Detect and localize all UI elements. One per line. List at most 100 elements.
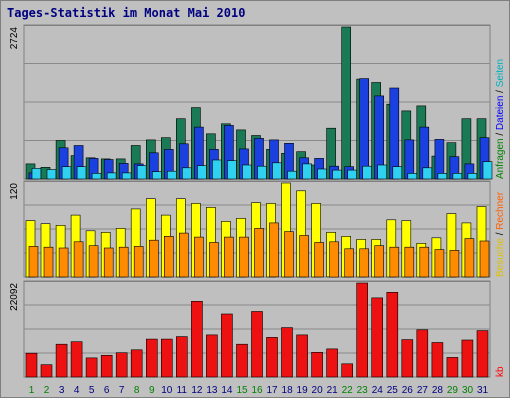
bar-rechner-day-15	[239, 236, 249, 278]
bar-rechner-day-25	[389, 246, 400, 278]
chart-title: Tages-Statistik im Monat Mai 2010	[7, 6, 246, 20]
bar-kb-day-2	[40, 364, 53, 378]
x-tick-label: 10	[161, 385, 173, 396]
bar-seiten-day-12	[197, 165, 207, 180]
y-max-label: 2724	[9, 27, 20, 50]
bar-rechner-day-31	[479, 240, 490, 278]
bar-rechner-day-24	[374, 245, 385, 278]
bar-kb-day-26	[401, 339, 414, 378]
series-legend-3: kb	[495, 366, 506, 377]
legend-separator: /	[495, 230, 506, 238]
bar-kb-day-21	[326, 348, 338, 378]
x-tick-label: 29	[447, 385, 459, 396]
bar-kb-day-19	[296, 334, 308, 378]
bar-rechner-day-27	[419, 246, 430, 278]
bar-seiten-day-16	[257, 165, 267, 180]
bar-rechner-day-29	[449, 250, 460, 278]
bar-anfragen-day-22	[341, 26, 352, 180]
bar-kb-day-15	[236, 343, 248, 378]
bar-kb-day-11	[176, 336, 188, 378]
bar-dateien-day-28	[434, 139, 445, 180]
bar-rechner-day-30	[464, 238, 475, 278]
bar-kb-day-22	[341, 363, 354, 378]
bar-rechner-day-12	[194, 236, 204, 278]
bar-seiten-day-25	[392, 166, 403, 180]
bar-kb-day-5	[85, 357, 98, 378]
x-tick-label: 26	[402, 385, 414, 396]
bar-seiten-day-9	[152, 171, 162, 180]
bar-rechner-day-9	[149, 239, 159, 278]
bar-kb-day-18	[281, 327, 293, 378]
x-tick-label: 3	[59, 385, 65, 396]
x-tick-label: 6	[104, 385, 110, 396]
bar-kb-day-4	[70, 341, 83, 378]
x-tick-label: 30	[462, 385, 474, 396]
bar-kb-day-28	[431, 342, 444, 378]
bar-rechner-day-1	[28, 246, 39, 278]
bar-kb-day-3	[55, 343, 68, 378]
bar-rechner-day-7	[118, 246, 129, 278]
x-tick-label: 18	[282, 385, 294, 396]
legend-kb: kb	[495, 366, 506, 377]
bar-kb-day-24	[371, 297, 384, 378]
x-tick-label: 5	[89, 385, 95, 396]
x-tick-label: 13	[206, 385, 218, 396]
x-tick-label: 16	[251, 385, 263, 396]
bar-rechner-day-2	[43, 246, 54, 278]
bar-seiten-day-31	[482, 161, 493, 180]
bar-kb-day-20	[311, 351, 323, 378]
bar-kb-day-12	[191, 300, 203, 378]
bar-seiten-day-8	[136, 165, 147, 180]
bar-kb-day-30	[461, 339, 474, 378]
legend-seiten: Seiten	[495, 59, 506, 87]
legend-separator: /	[495, 87, 506, 95]
bar-seiten-day-19	[302, 163, 312, 180]
x-tick-label: 28	[432, 385, 444, 396]
bar-kb-day-27	[416, 329, 429, 378]
x-tick-label: 17	[266, 385, 278, 396]
bar-seiten-day-4	[76, 166, 87, 180]
bar-dateien-day-25	[389, 87, 400, 180]
bar-seiten-day-23	[362, 165, 373, 180]
x-tick-label: 8	[134, 385, 140, 396]
x-tick-label: 24	[372, 385, 384, 396]
bar-seiten-day-21	[332, 169, 342, 180]
series-legend-1: Anfragen / Dateien / Seiten	[495, 59, 506, 179]
bar-dateien-day-23	[359, 78, 370, 180]
x-tick-label: 2	[44, 385, 50, 396]
bar-seiten-day-2	[46, 169, 57, 180]
legend-besuche: Besuche	[495, 238, 506, 277]
bar-kb-day-7	[115, 352, 128, 378]
legend-separator: /	[495, 130, 506, 138]
bar-rechner-day-6	[103, 247, 114, 278]
bar-rechner-day-10	[164, 236, 174, 278]
bar-seiten-day-28	[437, 173, 448, 180]
bar-rechner-day-3	[58, 247, 69, 278]
bar-kb-day-29	[446, 357, 459, 378]
legend-anfragen: Anfragen	[495, 138, 506, 179]
bar-rechner-day-23	[359, 248, 370, 278]
bar-rechner-day-17	[269, 222, 279, 278]
x-tick-label: 21	[327, 385, 339, 396]
bar-seiten-day-6	[106, 172, 117, 180]
bar-rechner-day-5	[88, 245, 99, 278]
bar-kb-day-31	[476, 330, 489, 378]
bar-rechner-day-26	[404, 246, 415, 278]
bar-rechner-day-13	[209, 242, 219, 278]
bar-kb-day-14	[221, 313, 233, 378]
x-tick-label: 20	[312, 385, 324, 396]
x-tick-label: 19	[297, 385, 309, 396]
bar-seiten-day-14	[227, 160, 237, 180]
bar-kb-day-17	[266, 337, 278, 378]
bar-rechner-day-16	[254, 228, 264, 278]
bar-rechner-day-8	[133, 246, 144, 278]
bar-seiten-day-13	[212, 159, 222, 180]
x-tick-label: 31	[477, 385, 489, 396]
x-tick-label: 27	[417, 385, 429, 396]
bar-seiten-day-24	[377, 164, 388, 180]
bar-rechner-day-28	[434, 249, 445, 278]
bar-kb-day-1	[25, 352, 38, 378]
x-tick-label: 12	[191, 385, 203, 396]
bar-rechner-day-14	[224, 236, 234, 278]
